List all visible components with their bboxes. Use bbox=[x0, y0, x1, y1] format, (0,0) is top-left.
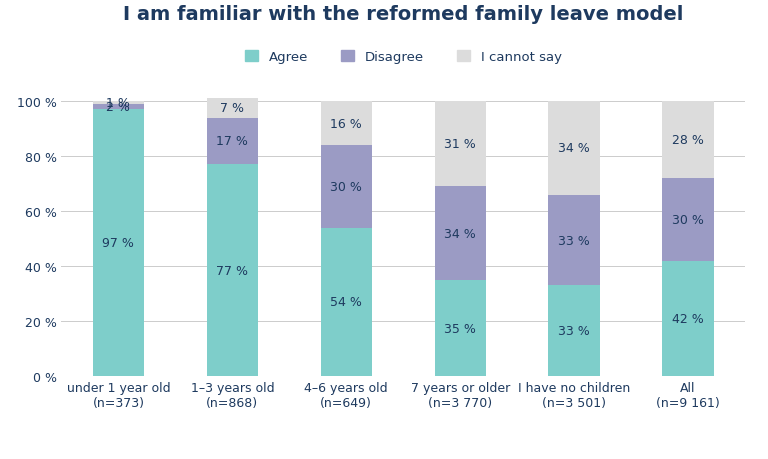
Text: 54 %: 54 % bbox=[330, 296, 362, 309]
Bar bbox=[320, 102, 372, 146]
Bar bbox=[662, 102, 713, 179]
Text: 77 %: 77 % bbox=[217, 264, 248, 277]
Bar bbox=[435, 280, 486, 376]
Text: 33 %: 33 % bbox=[558, 325, 590, 337]
Bar bbox=[93, 102, 144, 105]
Bar bbox=[207, 118, 258, 165]
Bar bbox=[93, 105, 144, 110]
Text: 34 %: 34 % bbox=[444, 227, 476, 240]
Text: 30 %: 30 % bbox=[672, 213, 704, 226]
Text: 1 %: 1 % bbox=[107, 97, 131, 110]
Text: 42 %: 42 % bbox=[672, 312, 704, 325]
Text: 33 %: 33 % bbox=[558, 234, 590, 247]
Text: 97 %: 97 % bbox=[102, 237, 134, 250]
Bar bbox=[662, 261, 713, 376]
Text: 35 %: 35 % bbox=[444, 322, 476, 335]
Legend: Agree, Disagree, I cannot say: Agree, Disagree, I cannot say bbox=[245, 51, 561, 64]
Text: 17 %: 17 % bbox=[217, 135, 248, 148]
Bar bbox=[207, 165, 258, 376]
Text: 7 %: 7 % bbox=[220, 102, 244, 115]
Bar bbox=[662, 179, 713, 261]
Bar bbox=[548, 102, 600, 195]
Title: I am familiar with the reformed family leave model: I am familiar with the reformed family l… bbox=[123, 6, 684, 24]
Bar bbox=[320, 228, 372, 376]
Text: 34 %: 34 % bbox=[558, 142, 590, 155]
Text: 2 %: 2 % bbox=[107, 101, 131, 114]
Bar bbox=[207, 99, 258, 118]
Bar bbox=[548, 286, 600, 376]
Text: 28 %: 28 % bbox=[672, 134, 704, 147]
Bar bbox=[320, 146, 372, 228]
Text: 30 %: 30 % bbox=[330, 180, 362, 193]
Bar bbox=[93, 110, 144, 376]
Bar bbox=[435, 102, 486, 187]
Text: 16 %: 16 % bbox=[330, 118, 362, 130]
Text: 31 %: 31 % bbox=[444, 138, 476, 151]
Bar bbox=[548, 195, 600, 286]
Bar bbox=[435, 187, 486, 280]
